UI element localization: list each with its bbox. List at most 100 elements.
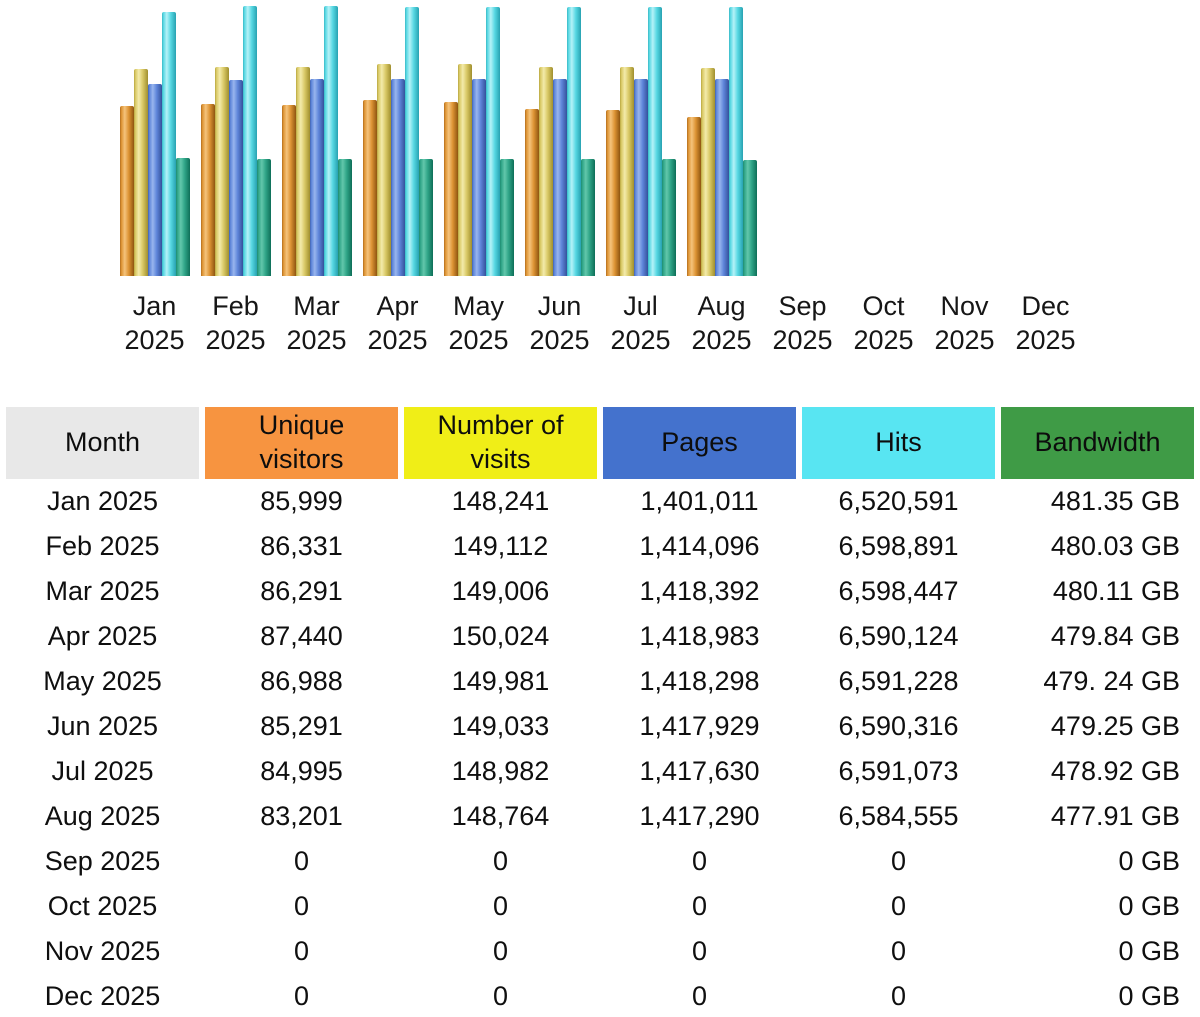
bar-group (605, 0, 676, 276)
header-bandwidth: Bandwidth (1001, 407, 1194, 479)
table-row: Jan 2025 85,999 148,241 1,401,011 6,520,591 4… (6, 479, 1194, 524)
bar-hits (404, 7, 419, 276)
bar-pages (552, 79, 567, 276)
month-slot: Mar 2025 (276, 0, 357, 357)
cell-number-of-visits: 149,006 (451, 576, 550, 606)
cell-hits: 6,591,228 (838, 666, 959, 696)
table-row: May 2025 86,988 149,981 1,418,298 6,591,228 4… (6, 659, 1194, 704)
cell-unique-visitors: 87,440 (260, 621, 343, 651)
bar-pages (228, 80, 243, 276)
table-row: Aug 2025 83,201 148,764 1,417,290 6,584,555 4… (6, 794, 1194, 839)
cell-hits: 6,590,124 (838, 621, 959, 651)
cell-unique-visitors: 86,291 (260, 576, 343, 606)
month-slot: Oct 2025 (843, 0, 924, 357)
cell-number-of-visits: 0 (492, 891, 509, 921)
bar-unique-visitors (605, 110, 620, 276)
cell-month: Nov 2025 (44, 936, 161, 966)
month-slot: Jan 2025 (114, 0, 195, 357)
cell-pages: 0 (691, 846, 708, 876)
bar-number-of-visits (214, 67, 229, 276)
cell-bandwidth: 479.25 GB (1050, 711, 1180, 741)
month-slot: Feb 2025 (195, 0, 276, 357)
cell-pages: 0 (691, 981, 708, 1011)
month-axis-label: Jun 2025 (529, 291, 590, 355)
cell-number-of-visits: 0 (492, 846, 509, 876)
cell-pages: 1,414,096 (639, 531, 760, 561)
bar-number-of-visits (295, 67, 310, 276)
bar-number-of-visits (457, 64, 472, 276)
bar-group (200, 0, 271, 276)
chart-bars-and-labels: Jan 2025 Feb 2025 Mar 2025 Apr 2025 May 2025 Jun 20… (114, 0, 1090, 357)
cell-pages: 0 (691, 891, 708, 921)
cell-bandwidth: 479. 24 GB (1043, 666, 1180, 696)
bar-hits (728, 7, 743, 276)
cell-month: Sep 2025 (44, 846, 161, 876)
cell-number-of-visits: 148,982 (451, 756, 550, 786)
table-row: Dec 2025 0 0 0 0 0 GB (6, 974, 1194, 1017)
month-axis-label: Feb 2025 (205, 291, 266, 355)
bar-unique-visitors (200, 104, 215, 276)
bar-group (119, 0, 190, 276)
table-row: Jul 2025 84,995 148,982 1,417,630 6,591,073 4… (6, 749, 1194, 794)
bar-number-of-visits (538, 67, 553, 276)
table-row: Nov 2025 0 0 0 0 0 GB (6, 929, 1194, 974)
cell-month: Mar 2025 (45, 576, 160, 606)
cell-hits: 0 (890, 891, 907, 921)
bar-bandwidth (499, 159, 514, 276)
bar-unique-visitors (686, 117, 701, 276)
cell-number-of-visits: 0 (492, 936, 509, 966)
bar-number-of-visits (133, 69, 148, 276)
monthly-history-table: Month Unique visitors Number of visits P… (6, 407, 1194, 1017)
table-row: Jun 2025 85,291 149,033 1,417,929 6,590,316 4… (6, 704, 1194, 749)
cell-number-of-visits: 150,024 (451, 621, 550, 651)
bar-bandwidth (418, 159, 433, 276)
header-month: Month (6, 407, 199, 479)
table-body: Jan 2025 85,999 148,241 1,401,011 6,520,591 4… (6, 479, 1194, 1017)
cell-unique-visitors: 0 (293, 981, 310, 1011)
bar-unique-visitors (362, 100, 377, 276)
cell-hits: 6,520,591 (838, 486, 959, 516)
month-axis-label: Sep 2025 (772, 291, 833, 355)
bar-bandwidth (580, 159, 595, 276)
cell-bandwidth: 480.03 GB (1050, 531, 1180, 561)
cell-month: Dec 2025 (44, 981, 161, 1011)
cell-unique-visitors: 86,331 (260, 531, 343, 561)
cell-month: Jun 2025 (46, 711, 159, 741)
bar-pages (714, 79, 729, 276)
bar-unique-visitors (281, 105, 296, 276)
table-row: Feb 2025 86,331 149,112 1,414,096 6,598,891 4… (6, 524, 1194, 569)
month-axis-label: Nov 2025 (934, 291, 995, 355)
month-slot: Aug 2025 (681, 0, 762, 357)
bar-unique-visitors (119, 106, 134, 276)
table-row: Oct 2025 0 0 0 0 0 GB (6, 884, 1194, 929)
bar-unique-visitors (443, 102, 458, 276)
cell-unique-visitors: 84,995 (260, 756, 343, 786)
cell-month: Apr 2025 (47, 621, 158, 651)
bar-hits (566, 7, 581, 276)
month-slot: Nov 2025 (924, 0, 1005, 357)
cell-bandwidth: 479.84 GB (1050, 621, 1180, 651)
cell-unique-visitors: 83,201 (260, 801, 343, 831)
bar-bandwidth (175, 158, 190, 276)
cell-pages: 1,417,929 (639, 711, 760, 741)
cell-month: Aug 2025 (44, 801, 161, 831)
month-slot: Jul 2025 (600, 0, 681, 357)
table-row: Mar 2025 86,291 149,006 1,418,392 6,598,447 4… (6, 569, 1194, 614)
bar-number-of-visits (700, 68, 715, 276)
bar-pages (633, 79, 648, 276)
cell-number-of-visits: 149,112 (452, 531, 549, 561)
bar-pages (471, 79, 486, 276)
bar-group (524, 0, 595, 276)
bar-bandwidth (661, 159, 676, 276)
cell-month: Jan 2025 (46, 486, 159, 516)
cell-bandwidth: 477.91 GB (1050, 801, 1180, 831)
cell-bandwidth: 481.35 GB (1050, 486, 1180, 516)
cell-month: May 2025 (43, 666, 162, 696)
month-axis-label: Aug 2025 (691, 291, 752, 355)
bar-unique-visitors (524, 109, 539, 276)
cell-bandwidth: 0 GB (1118, 846, 1180, 876)
bar-pages (309, 79, 324, 276)
cell-month: Jul 2025 (51, 756, 154, 786)
cell-unique-visitors: 0 (293, 891, 310, 921)
month-axis-label: Apr 2025 (367, 291, 428, 355)
